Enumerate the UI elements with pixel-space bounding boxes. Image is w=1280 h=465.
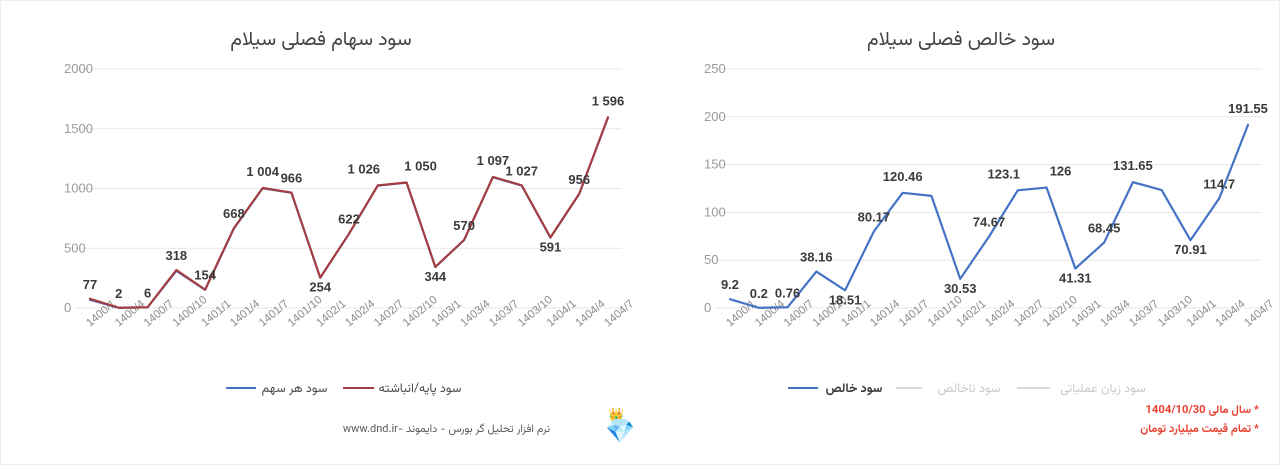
svg-text:0: 0: [704, 300, 711, 315]
svg-text:154: 154: [194, 268, 216, 283]
svg-text:80.17: 80.17: [858, 209, 891, 224]
svg-text:1 004: 1 004: [246, 164, 279, 179]
svg-text:200: 200: [704, 109, 726, 124]
svg-text:1404/4: 1404/4: [573, 298, 607, 329]
svg-text:1402/7: 1402/7: [372, 298, 406, 329]
svg-text:1404/4: 1404/4: [1213, 298, 1247, 329]
svg-text:1400/4: 1400/4: [113, 298, 147, 329]
svg-text:126: 126: [1050, 164, 1072, 179]
svg-text:318: 318: [165, 248, 187, 263]
svg-text:131.65: 131.65: [1113, 158, 1153, 173]
svg-text:1400/4: 1400/4: [753, 298, 787, 329]
svg-text:2: 2: [115, 286, 122, 301]
svg-text:6: 6: [144, 285, 151, 300]
svg-text:1404/7: 1404/7: [1242, 298, 1276, 329]
svg-text:0: 0: [64, 300, 71, 315]
svg-text:966: 966: [281, 171, 303, 186]
svg-text:1 027: 1 027: [505, 163, 538, 178]
svg-text:70.91: 70.91: [1174, 242, 1207, 257]
svg-text:956: 956: [568, 172, 590, 187]
svg-text:0.76: 0.76: [775, 285, 800, 300]
svg-text:1000: 1000: [64, 181, 93, 196]
svg-text:1 050: 1 050: [404, 159, 437, 174]
svg-text:68.45: 68.45: [1088, 221, 1121, 236]
svg-text:191.55: 191.55: [1228, 101, 1268, 116]
svg-text:1402/4: 1402/4: [983, 298, 1017, 329]
svg-text:9.2: 9.2: [721, 277, 739, 292]
svg-text:1401/4: 1401/4: [228, 298, 262, 329]
svg-text:1 097: 1 097: [477, 153, 510, 168]
svg-text:150: 150: [704, 157, 726, 172]
svg-text:344: 344: [424, 269, 446, 284]
svg-text:1 596: 1 596: [592, 93, 625, 108]
svg-text:120.46: 120.46: [883, 169, 923, 184]
svg-text:668: 668: [223, 206, 245, 221]
svg-text:1404/7: 1404/7: [602, 298, 636, 329]
svg-text:74.67: 74.67: [973, 215, 1006, 230]
svg-text:1403/7: 1403/7: [1127, 298, 1161, 329]
svg-text:1500: 1500: [64, 121, 93, 136]
svg-text:41.31: 41.31: [1059, 271, 1092, 286]
svg-text:1401/7: 1401/7: [257, 298, 291, 329]
svg-text:123.1: 123.1: [988, 166, 1021, 181]
svg-text:591: 591: [540, 239, 562, 254]
svg-text:1 026: 1 026: [348, 161, 381, 176]
svg-text:1400/7: 1400/7: [142, 298, 176, 329]
svg-text:254: 254: [309, 280, 331, 295]
svg-text:500: 500: [64, 240, 86, 255]
svg-text:622: 622: [338, 212, 360, 227]
svg-text:50: 50: [704, 252, 718, 267]
svg-text:30.53: 30.53: [944, 281, 977, 296]
svg-text:38.16: 38.16: [800, 250, 833, 265]
svg-text:1401/4: 1401/4: [868, 298, 902, 329]
svg-text:77: 77: [83, 277, 97, 292]
svg-text:1403/7: 1403/7: [487, 298, 521, 329]
svg-text:0.2: 0.2: [750, 286, 768, 301]
svg-text:1401/7: 1401/7: [897, 298, 931, 329]
svg-text:1403/4: 1403/4: [1098, 298, 1132, 329]
svg-text:114.7: 114.7: [1203, 176, 1235, 191]
svg-text:1403/4: 1403/4: [458, 298, 492, 329]
svg-text:250: 250: [704, 61, 726, 76]
svg-text:2000: 2000: [64, 61, 93, 76]
svg-text:570: 570: [453, 218, 475, 233]
svg-text:1402/7: 1402/7: [1012, 298, 1046, 329]
svg-text:100: 100: [704, 204, 726, 219]
svg-text:18.51: 18.51: [829, 292, 862, 307]
svg-text:1402/4: 1402/4: [343, 298, 377, 329]
svg-text:1400/7: 1400/7: [782, 298, 816, 329]
